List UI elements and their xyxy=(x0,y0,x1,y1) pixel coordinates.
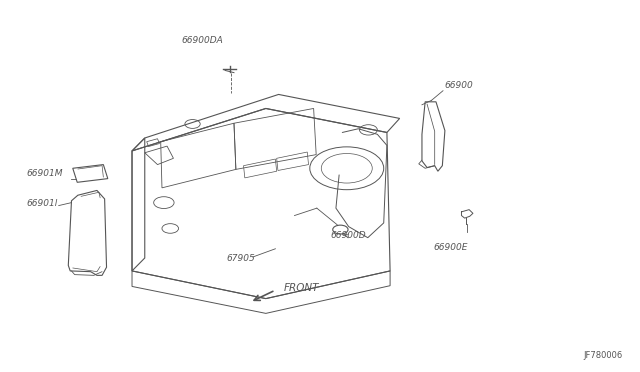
Text: FRONT: FRONT xyxy=(284,283,319,292)
Text: 66900E: 66900E xyxy=(433,243,468,251)
Text: 66901l: 66901l xyxy=(27,199,58,208)
Text: 67905: 67905 xyxy=(226,254,255,263)
Text: JF780006: JF780006 xyxy=(584,351,623,360)
Text: 66900: 66900 xyxy=(444,81,473,90)
Text: 66900D: 66900D xyxy=(331,231,367,240)
Text: 66900DA: 66900DA xyxy=(181,36,223,45)
Text: 66901M: 66901M xyxy=(27,169,63,178)
